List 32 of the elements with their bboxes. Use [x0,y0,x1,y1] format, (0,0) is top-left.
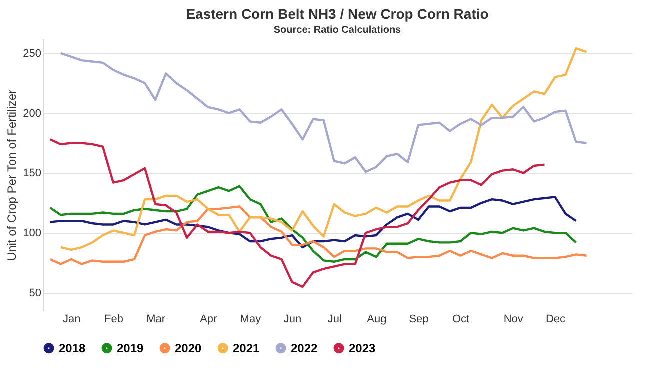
legend-label: 2021 [233,341,260,356]
x-tick-label: Feb [104,314,124,326]
x-tick-label: Mar [146,314,166,326]
legend-label: 2020 [175,341,202,356]
line-series [60,52,588,174]
line-series [60,47,588,251]
chart-subtitle: Source: Ratio Calculations [274,25,402,36]
x-tick-label: Jul [328,314,342,326]
x-tick-label: Jun [284,314,302,326]
x-tick-label: Jan [63,314,81,326]
x-tick-label: Oct [452,314,470,326]
line-series [49,206,588,266]
y-tick-label: 150 [23,168,42,180]
line-series [49,138,546,288]
line-series [49,185,578,263]
legend-label: 2023 [349,341,376,356]
line-series [49,196,578,249]
x-tick-label: Apr [200,314,218,326]
y-axis-title: Unit of Crop Per Ton of Fertilizer [5,90,20,262]
x-tick-label: May [240,314,262,326]
x-tick-label: Dec [546,314,566,326]
legend-label: 2019 [117,341,144,356]
x-tick-label: Nov [504,314,524,326]
legend-label: 2018 [59,341,86,356]
x-tick-label: Sep [409,314,429,326]
legend-label: 2022 [291,341,318,356]
chart-title: Eastern Corn Belt NH3 / New Crop Corn Ratio [186,6,489,22]
y-tick-label: 100 [23,228,42,240]
y-tick-label: 200 [23,108,42,120]
y-tick-label: 50 [29,288,42,300]
y-tick-label: 250 [23,48,42,60]
x-tick-label: Aug [367,314,387,326]
